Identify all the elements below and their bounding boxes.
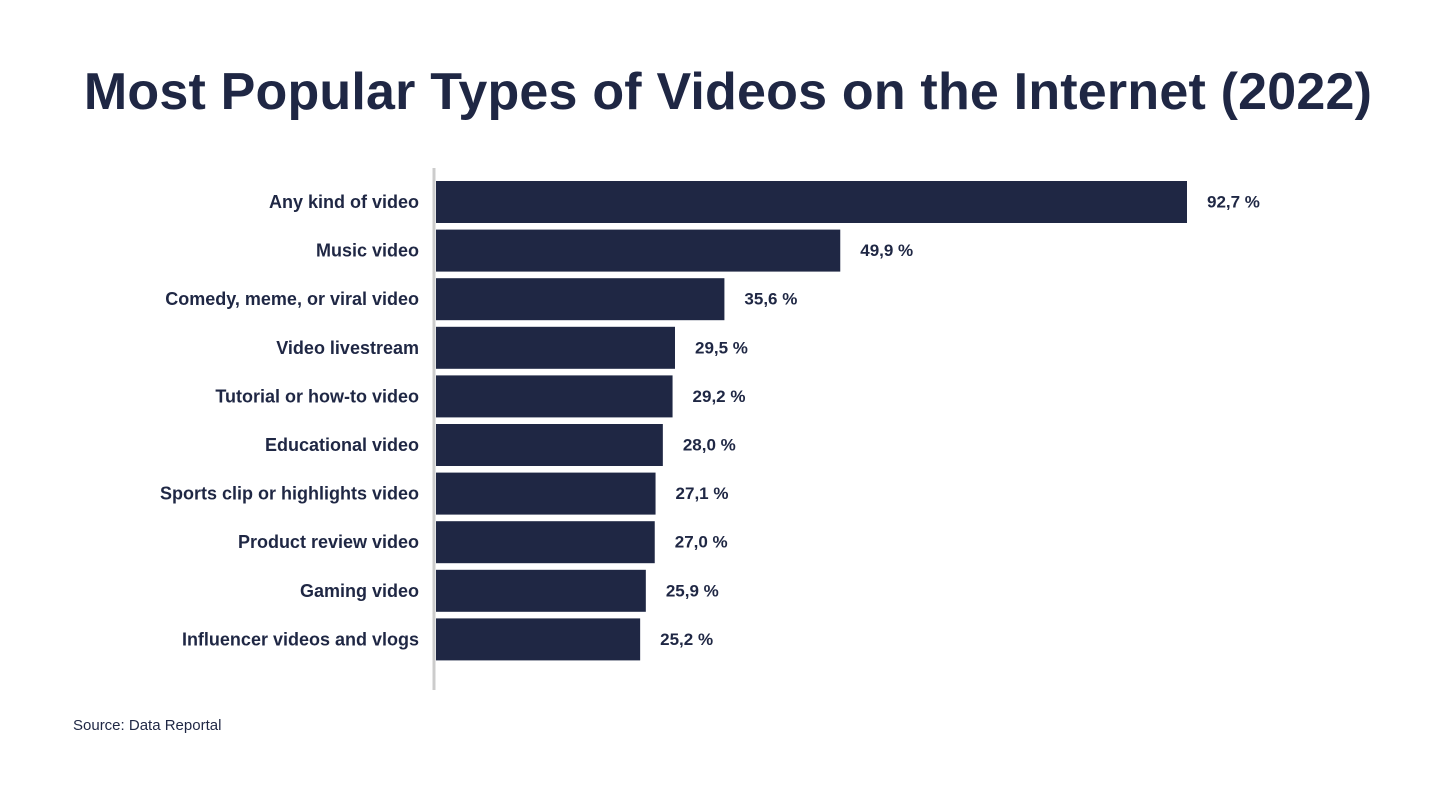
- category-label: Comedy, meme, or viral video: [165, 289, 419, 309]
- bar: [436, 472, 656, 515]
- category-label: Gaming video: [300, 581, 419, 601]
- value-label: 25,9 %: [666, 581, 719, 600]
- bar: [436, 569, 646, 612]
- category-label: Video livestream: [276, 338, 419, 358]
- value-label: 49,9 %: [860, 241, 913, 260]
- value-label: 28,0 %: [683, 436, 736, 455]
- bar: [436, 521, 655, 564]
- bars-layer: Any kind of video 92,7 % Music video 49,9 %…: [160, 181, 1260, 661]
- value-label: 27,1 %: [676, 484, 729, 503]
- source-note: Source: Data Reportal: [73, 717, 222, 734]
- bar: [436, 278, 725, 321]
- bar: [436, 424, 663, 466]
- value-label: 29,5 %: [695, 338, 748, 357]
- category-label: Product review video: [238, 532, 419, 552]
- category-label: Influencer videos and vlogs: [182, 629, 419, 649]
- bar: [436, 618, 641, 661]
- value-label: 27,0 %: [675, 533, 728, 552]
- value-label: 92,7 %: [1207, 193, 1260, 212]
- bar: [436, 375, 673, 418]
- category-label: Sports clip or highlights video: [160, 484, 419, 504]
- category-label: Music video: [316, 241, 419, 261]
- chart-title: Most Popular Types of Videos on the Inte…: [83, 63, 1373, 121]
- category-label: Any kind of video: [269, 192, 419, 212]
- category-label: Tutorial or how-to video: [215, 386, 419, 406]
- bar: [436, 229, 841, 272]
- value-label: 25,2 %: [660, 630, 713, 649]
- bar: [436, 181, 1187, 223]
- value-label: 35,6 %: [744, 290, 797, 309]
- bar: [436, 326, 675, 369]
- category-label: Educational video: [265, 435, 419, 455]
- value-label: 29,2 %: [693, 387, 746, 406]
